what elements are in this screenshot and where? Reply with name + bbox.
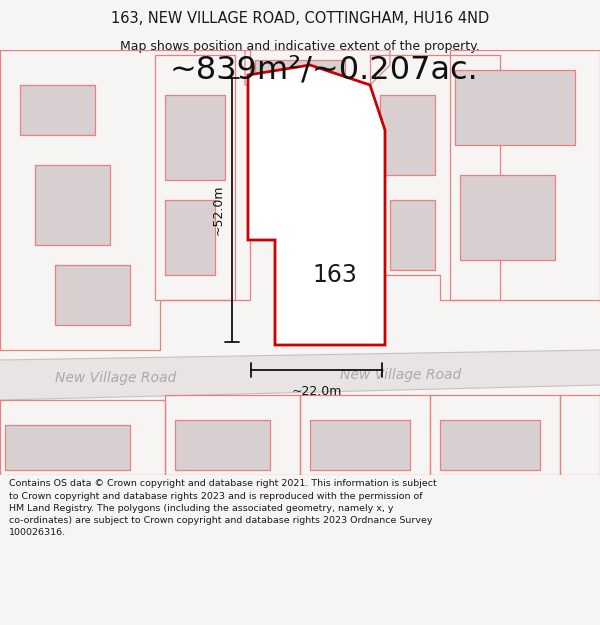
Text: 163, NEW VILLAGE ROAD, COTTINGHAM, HU16 4ND: 163, NEW VILLAGE ROAD, COTTINGHAM, HU16 … xyxy=(111,11,489,26)
Polygon shape xyxy=(165,200,215,275)
Polygon shape xyxy=(0,350,600,400)
Polygon shape xyxy=(255,60,345,90)
Polygon shape xyxy=(310,420,410,470)
Polygon shape xyxy=(380,95,435,175)
Polygon shape xyxy=(460,175,555,260)
Polygon shape xyxy=(248,65,385,345)
Polygon shape xyxy=(165,95,225,180)
Text: 163: 163 xyxy=(313,263,358,287)
Polygon shape xyxy=(35,165,110,245)
Polygon shape xyxy=(440,420,540,470)
Text: ~22.0m: ~22.0m xyxy=(292,385,341,398)
Polygon shape xyxy=(455,70,575,145)
Text: Map shows position and indicative extent of the property.: Map shows position and indicative extent… xyxy=(120,40,480,53)
Text: ~52.0m: ~52.0m xyxy=(212,185,224,235)
Text: New Village Road: New Village Road xyxy=(340,368,461,382)
Text: New Village Road: New Village Road xyxy=(55,371,176,385)
Text: Contains OS data © Crown copyright and database right 2021. This information is : Contains OS data © Crown copyright and d… xyxy=(9,479,437,537)
Polygon shape xyxy=(175,420,270,470)
Polygon shape xyxy=(20,85,95,135)
Polygon shape xyxy=(390,200,435,270)
Polygon shape xyxy=(55,265,130,325)
Polygon shape xyxy=(5,425,130,470)
Text: ~839m²/~0.207ac.: ~839m²/~0.207ac. xyxy=(170,54,479,85)
